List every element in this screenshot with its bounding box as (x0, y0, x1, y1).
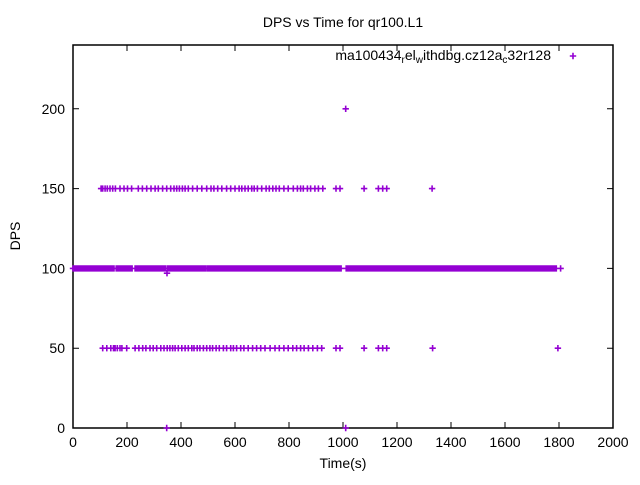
y-tick-label: 50 (49, 340, 65, 356)
x-tick-label: 1600 (489, 434, 520, 450)
x-axis-label: Time(s) (320, 455, 367, 471)
x-tick-label: 1800 (543, 434, 574, 450)
x-tick-label: 1400 (435, 434, 466, 450)
x-tick-label: 1000 (327, 434, 358, 450)
y-tick-label: 150 (42, 181, 66, 197)
y-tick-label: 100 (42, 260, 66, 276)
x-tick-label: 400 (169, 434, 193, 450)
x-tick-label: 2000 (597, 434, 628, 450)
x-tick-label: 800 (277, 434, 301, 450)
axis-ticks (72, 45, 614, 429)
x-tick-label: 200 (115, 434, 139, 450)
y-tick-label: 200 (42, 101, 66, 117)
legend-label: ma100434relwithdbg.cz12ac32r128 (335, 47, 551, 66)
series-points (69, 105, 564, 432)
x-tick-label: 0 (69, 434, 77, 450)
x-tick-label: 600 (223, 434, 247, 450)
y-axis-label: DPS (7, 222, 23, 251)
y-tick-label: 0 (57, 420, 65, 436)
x-tick-label: 1200 (381, 434, 412, 450)
plot-border (72, 44, 614, 429)
chart-title: DPS vs Time for qr100.L1 (263, 14, 424, 30)
legend-marker (569, 52, 577, 60)
